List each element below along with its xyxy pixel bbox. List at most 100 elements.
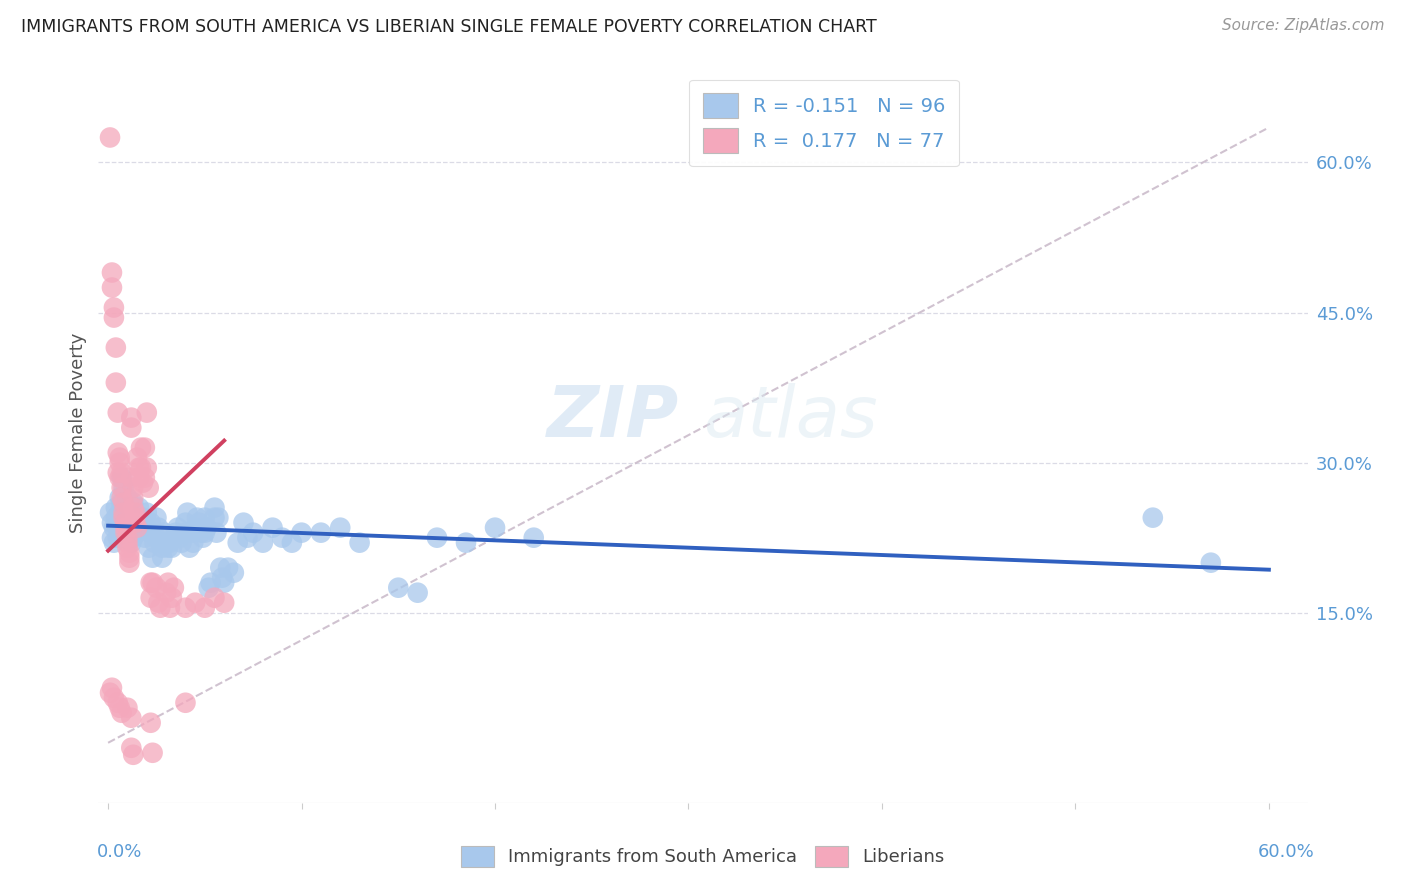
Point <box>114 521 136 535</box>
Point <box>101 266 124 280</box>
Point <box>174 600 197 615</box>
Point <box>181 535 204 549</box>
Point <box>155 585 177 599</box>
Y-axis label: Single Female Poverty: Single Female Poverty <box>69 333 87 533</box>
Point <box>111 496 134 510</box>
Point <box>145 531 167 545</box>
Point <box>145 510 167 524</box>
Point <box>111 706 134 720</box>
Point <box>107 466 129 480</box>
Point <box>186 510 208 524</box>
Point <box>128 460 150 475</box>
Point <box>165 525 187 540</box>
Point <box>112 496 135 510</box>
Point <box>122 496 145 510</box>
Point <box>122 531 145 545</box>
Point <box>120 410 142 425</box>
Point <box>101 531 124 545</box>
Point <box>226 535 249 549</box>
Point <box>104 510 127 524</box>
Point <box>103 535 125 549</box>
Point <box>128 470 150 484</box>
Point <box>217 560 239 574</box>
Point <box>101 280 124 294</box>
Point <box>281 535 304 549</box>
Point <box>184 521 207 535</box>
Point <box>117 535 139 549</box>
Text: atlas: atlas <box>703 384 877 452</box>
Point <box>176 506 198 520</box>
Point <box>290 525 312 540</box>
Point <box>194 600 217 615</box>
Point <box>271 531 294 545</box>
Point <box>142 746 165 760</box>
Point <box>112 506 135 520</box>
Point <box>194 525 217 540</box>
Point <box>127 525 149 540</box>
Point <box>103 310 125 325</box>
Point <box>163 581 186 595</box>
Point <box>104 341 127 355</box>
Point <box>523 531 546 545</box>
Point <box>120 470 142 484</box>
Point <box>128 500 150 515</box>
Point <box>150 541 173 555</box>
Point <box>179 541 201 555</box>
Point <box>127 521 149 535</box>
Point <box>120 535 142 549</box>
Point <box>129 460 152 475</box>
Point <box>101 516 124 530</box>
Point <box>139 715 162 730</box>
Point <box>211 571 233 585</box>
Point <box>107 445 129 459</box>
Point <box>117 491 139 505</box>
Point <box>117 541 139 555</box>
Point <box>135 521 157 535</box>
Point <box>135 406 157 420</box>
Point <box>159 600 181 615</box>
Point <box>114 516 136 530</box>
Point <box>209 560 232 574</box>
Point <box>132 510 155 524</box>
Point <box>132 475 155 490</box>
Point <box>204 591 226 605</box>
Point <box>190 525 212 540</box>
Text: IMMIGRANTS FROM SOUTH AMERICA VS LIBERIAN SINGLE FEMALE POVERTY CORRELATION CHAR: IMMIGRANTS FROM SOUTH AMERICA VS LIBERIA… <box>21 18 877 36</box>
Point <box>134 441 156 455</box>
Point <box>155 535 177 549</box>
Point <box>107 531 129 545</box>
Point <box>149 600 172 615</box>
Point <box>108 450 131 465</box>
Text: 60.0%: 60.0% <box>1258 843 1315 861</box>
Point <box>108 456 131 470</box>
Point <box>139 591 162 605</box>
Point <box>406 585 429 599</box>
Point <box>157 575 180 590</box>
Point <box>174 516 197 530</box>
Point <box>163 531 186 545</box>
Point <box>142 575 165 590</box>
Point <box>191 531 214 545</box>
Point <box>108 491 131 505</box>
Point <box>134 470 156 484</box>
Point <box>103 301 125 315</box>
Point <box>150 550 173 565</box>
Point <box>107 406 129 420</box>
Point <box>145 581 167 595</box>
Point <box>138 481 160 495</box>
Point <box>200 575 222 590</box>
Point <box>139 525 162 540</box>
Point <box>129 521 152 535</box>
Point <box>112 481 135 495</box>
Point <box>180 525 202 540</box>
Point <box>111 491 134 505</box>
Point <box>236 531 259 545</box>
Point <box>212 575 235 590</box>
Point <box>98 686 121 700</box>
Point <box>117 516 139 530</box>
Point <box>194 510 217 524</box>
Point <box>159 535 181 549</box>
Point <box>98 506 121 520</box>
Point <box>107 696 129 710</box>
Point <box>108 700 131 714</box>
